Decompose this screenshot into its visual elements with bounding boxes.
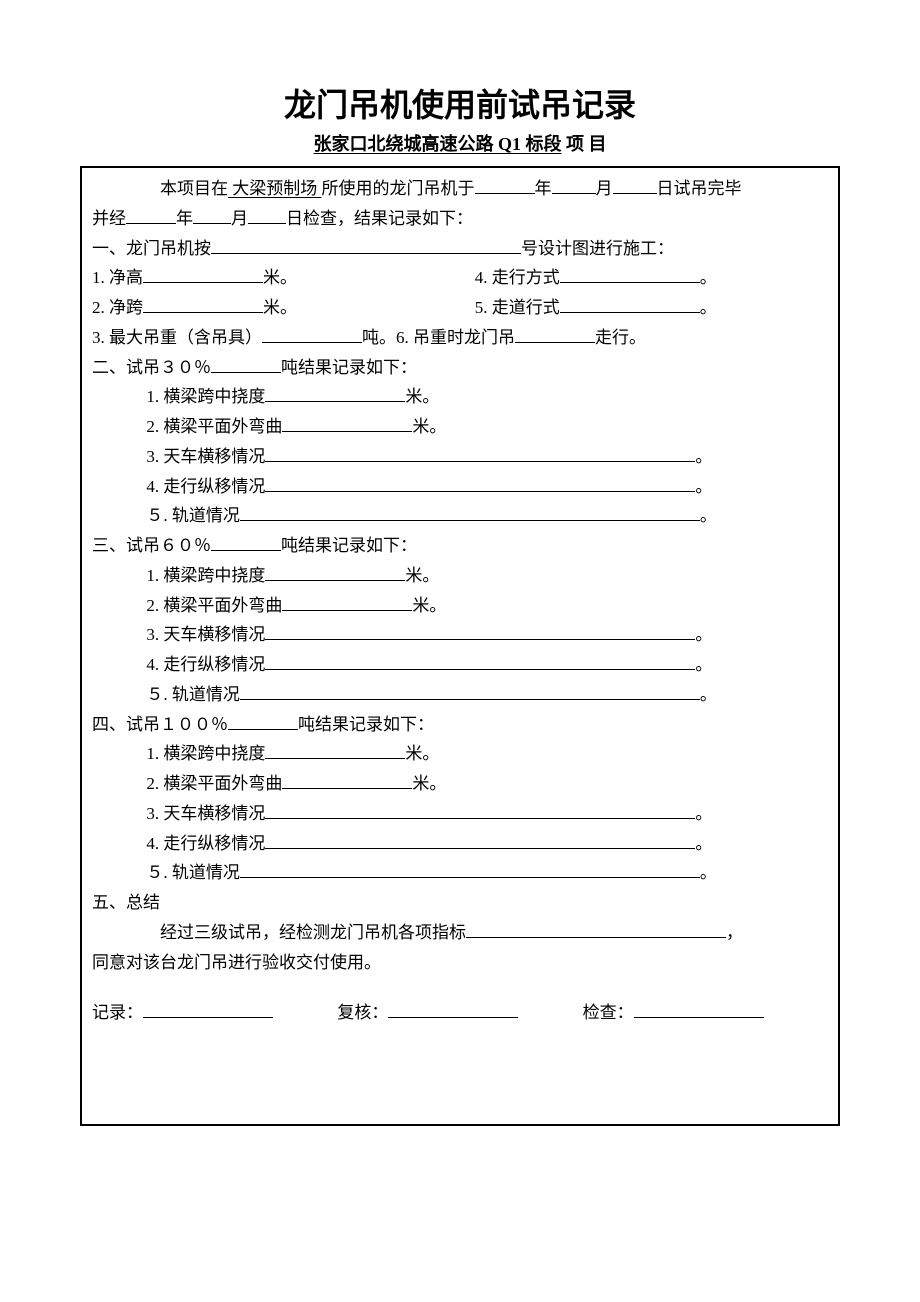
net-height-blank[interactable] [143,282,263,283]
section3-item5: ５. 轨道情况。 [92,680,828,710]
section4-item1: 1. 横梁跨中挠度米。 [92,739,828,769]
section1-heading: 一、龙门吊机按号设计图进行施工： [92,234,828,264]
intro-line1: 本项目在 大梁预制场 所使用的龙门吊机于年月日试吊完毕 [92,174,828,204]
inspector-field: 检查： [583,998,828,1028]
test100-load-blank[interactable] [228,729,298,730]
walkway-type-blank[interactable] [560,312,700,313]
recorder-blank[interactable] [143,1017,273,1018]
s2-bending-blank[interactable] [282,431,412,432]
section5-heading: 五、总结 [92,888,828,918]
section4-item3: 3. 天车横移情况。 [92,799,828,829]
section2-heading: 二、试吊３０％吨结果记录如下： [92,353,828,383]
document-title: 龙门吊机使用前试吊记录 [80,80,840,126]
check-year-blank[interactable] [126,223,176,224]
section4-item2: 2. 横梁平面外弯曲米。 [92,769,828,799]
design-drawing-blank[interactable] [211,253,521,254]
max-load-blank[interactable] [262,342,362,343]
section5-line1: 经过三级试吊，经检测龙门吊机各项指标， [92,918,828,948]
summary-result-blank[interactable] [466,937,726,938]
section3-item1: 1. 横梁跨中挠度米。 [92,561,828,591]
s4-bending-blank[interactable] [282,788,412,789]
section3-heading: 三、试吊６０％吨结果记录如下： [92,531,828,561]
s4-deflection-blank[interactable] [265,758,405,759]
s4-track-blank[interactable] [240,877,700,878]
section1-row3: 3. 最大吊重（含吊具）吨。6. 吊重时龙门吊走行。 [92,323,828,353]
s3-bending-blank[interactable] [282,610,412,611]
check-month-blank[interactable] [193,223,231,224]
section2-item2: 2. 横梁平面外弯曲米。 [92,412,828,442]
net-span-blank[interactable] [143,312,263,313]
inspector-blank[interactable] [634,1017,764,1018]
s2-deflection-blank[interactable] [265,401,405,402]
s4-trolley-blank[interactable] [265,818,695,819]
s4-longmove-blank[interactable] [265,848,695,849]
section4-heading: 四、试吊１００％吨结果记录如下： [92,710,828,740]
section2-item4: 4. 走行纵移情况。 [92,472,828,502]
usage-place: 大梁预制场 [228,179,322,198]
section1-row1: 1. 净高米。 4. 走行方式。 [92,263,828,293]
test-year-blank[interactable] [475,193,535,194]
recorder-field: 记录： [92,998,337,1028]
reviewer-blank[interactable] [388,1017,518,1018]
s3-track-blank[interactable] [240,699,700,700]
section5-line2: 同意对该台龙门吊进行验收交付使用。 [92,948,828,978]
s3-deflection-blank[interactable] [265,580,405,581]
test60-load-blank[interactable] [211,550,281,551]
section4-item5: ５. 轨道情况。 [92,858,828,888]
intro-line2: 并经年月日检查，结果记录如下： [92,204,828,234]
s2-longmove-blank[interactable] [265,491,695,492]
test30-load-blank[interactable] [211,372,281,373]
travel-mode-blank[interactable] [560,282,700,283]
section1-row2: 2. 净跨米。 5. 走道行式。 [92,293,828,323]
s3-trolley-blank[interactable] [265,639,695,640]
reviewer-field: 复核： [337,998,582,1028]
signature-row: 记录： 复核： 检查： [92,998,828,1028]
s3-longmove-blank[interactable] [265,669,695,670]
section3-item3: 3. 天车横移情况。 [92,620,828,650]
s2-trolley-blank[interactable] [265,461,695,462]
form-body: 本项目在 大梁预制场 所使用的龙门吊机于年月日试吊完毕 并经年月日检查，结果记录… [80,166,840,1126]
s2-track-blank[interactable] [240,520,700,521]
section4-item4: 4. 走行纵移情况。 [92,829,828,859]
document-subtitle: 张家口北绕城高速公路 Q1 标段 项 目 [80,130,840,156]
section3-item4: 4. 走行纵移情况。 [92,650,828,680]
crane-travel-blank[interactable] [515,342,595,343]
test-day-blank[interactable] [613,193,657,194]
section2-item1: 1. 横梁跨中挠度米。 [92,382,828,412]
check-day-blank[interactable] [248,223,286,224]
section2-item3: 3. 天车横移情况。 [92,442,828,472]
project-name: 张家口北绕城高速公路 Q1 标段 [314,134,562,154]
section2-item5: ５. 轨道情况。 [92,501,828,531]
test-month-blank[interactable] [552,193,596,194]
section3-item2: 2. 横梁平面外弯曲米。 [92,591,828,621]
project-suffix: 项 目 [562,134,607,154]
